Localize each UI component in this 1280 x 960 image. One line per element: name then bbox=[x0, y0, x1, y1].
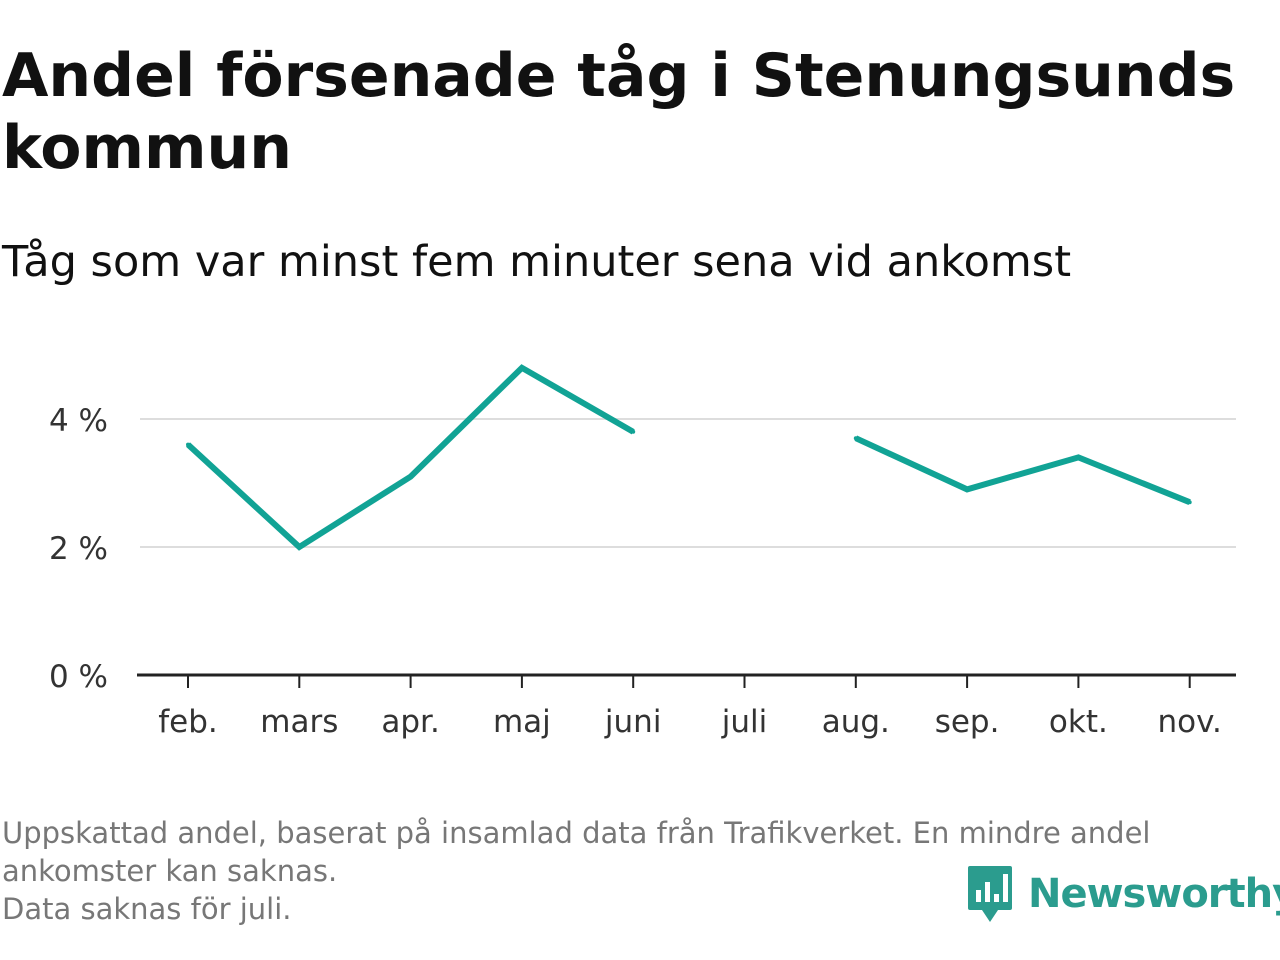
data-point bbox=[297, 545, 302, 549]
data-point bbox=[186, 442, 190, 447]
y-tick-label: 2 % bbox=[49, 531, 108, 567]
data-point bbox=[853, 436, 858, 441]
footnote-line: ankomster kan saknas. bbox=[2, 854, 338, 888]
newsworthy-logo-icon bbox=[968, 866, 1012, 922]
data-point bbox=[408, 474, 413, 479]
y-axis-tick-labels: 0 % 2 % 4 % bbox=[49, 403, 108, 695]
x-axis-ticks: feb. mars apr. maj juni juli aug. sep. okt. nov. bbox=[158, 675, 1222, 740]
y-tick-label: 4 % bbox=[49, 403, 108, 439]
x-tick-label: juli bbox=[721, 704, 768, 740]
brand-name: Newsworthy bbox=[1028, 871, 1280, 917]
x-tick-label: sep. bbox=[935, 704, 1000, 740]
brand-logo: Newsworthy bbox=[966, 862, 1280, 926]
grid-lines bbox=[140, 418, 1236, 548]
x-tick-label: juni bbox=[604, 704, 662, 740]
data-point bbox=[1076, 455, 1081, 460]
footnote: Uppskattad andel, baserat på insamlad da… bbox=[2, 814, 1272, 928]
x-tick-label: aug. bbox=[822, 704, 890, 740]
series-line bbox=[185, 364, 635, 551]
series-line bbox=[854, 435, 1191, 505]
x-tick-label: feb. bbox=[158, 704, 218, 740]
x-tick-label: mars bbox=[260, 704, 338, 740]
data-point bbox=[631, 429, 636, 434]
data-point bbox=[965, 487, 970, 492]
footnote-line: Data saknas för juli. bbox=[2, 892, 292, 926]
chart-subtitle: Tåg som var minst fem minuter sena vid a… bbox=[2, 237, 1072, 287]
footnote-line: Uppskattad andel, baserat på insamlad da… bbox=[2, 816, 1151, 850]
line-chart: 0 % 2 % 4 % feb. mars apr. maj juni juli aug. sep… bbox=[49, 364, 1236, 740]
x-tick-label: okt. bbox=[1049, 704, 1108, 740]
y-tick-label: 0 % bbox=[49, 659, 108, 695]
x-tick-label: maj bbox=[493, 704, 551, 740]
series-lines bbox=[185, 364, 1192, 551]
data-point bbox=[1187, 500, 1192, 505]
data-point bbox=[519, 365, 524, 370]
x-tick-label: apr. bbox=[381, 704, 439, 740]
x-tick-label: nov. bbox=[1157, 704, 1221, 740]
chart-title: Andel försenade tåg i Stenungsunds kommu… bbox=[2, 41, 1236, 183]
